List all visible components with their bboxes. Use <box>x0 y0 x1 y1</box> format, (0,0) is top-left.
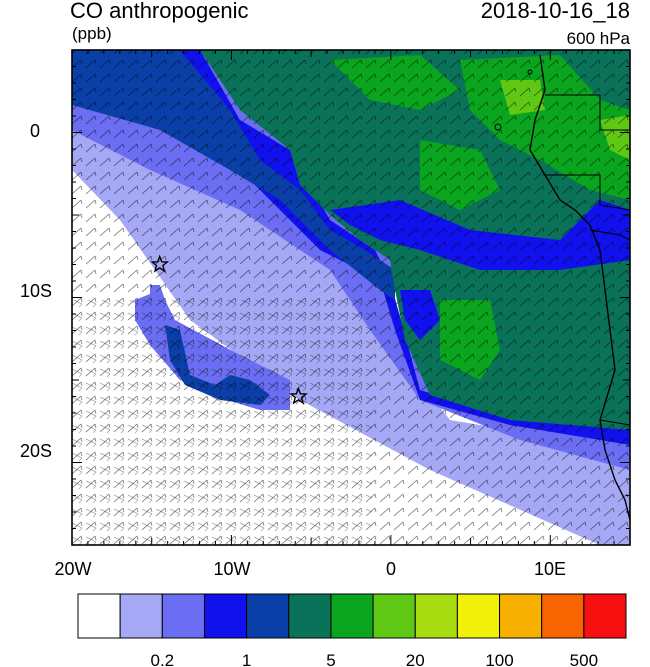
pressure-level-label: 600 hPa <box>566 29 630 48</box>
colorbar-label: 20 <box>406 651 425 667</box>
co-field <box>72 50 630 545</box>
colorbar-label: 500 <box>570 651 598 667</box>
lon-label-10e: 10E <box>534 559 566 579</box>
colorbar-swatch <box>77 593 121 639</box>
colorbar-swatch <box>414 593 458 639</box>
colorbar-label: 0.2 <box>150 651 174 667</box>
colorbar-swatch <box>119 593 163 639</box>
lat-label-20s: 20S <box>20 441 52 461</box>
axis-ticks <box>71 49 631 546</box>
units-label: (ppb) <box>72 24 112 43</box>
datetime-label: 2018-10-16_18 <box>480 0 630 23</box>
star-marker-icon <box>150 254 170 273</box>
colorbar-swatch <box>330 593 374 639</box>
colorbar-label: 100 <box>485 651 513 667</box>
lat-label-0: 0 <box>30 121 40 141</box>
colorbar-swatch <box>372 593 416 639</box>
colorbar-swatch <box>499 593 543 639</box>
plot-title: CO anthropogenic <box>70 0 249 23</box>
colorbar-swatch <box>161 593 205 639</box>
lon-label-10w: 10W <box>213 559 250 579</box>
star-marker-icon <box>288 386 308 405</box>
colorbar-swatch <box>288 593 332 639</box>
lat-label-10s: 10S <box>20 281 52 301</box>
colorbar <box>77 593 627 639</box>
colorbar-swatch <box>541 593 585 639</box>
colorbar-label: 5 <box>326 651 335 667</box>
lon-label-0: 0 <box>386 559 396 579</box>
lon-label-20w: 20W <box>54 559 91 579</box>
colorbar-swatch <box>246 593 290 639</box>
colorbar-swatch <box>203 593 248 639</box>
colorbar-labels: 0.2 1 5 20 100 500 <box>150 651 598 667</box>
station-markers <box>150 254 308 405</box>
colorbar-swatch <box>583 593 627 639</box>
colorbar-label: 1 <box>242 651 251 667</box>
colorbar-swatch <box>456 593 501 639</box>
